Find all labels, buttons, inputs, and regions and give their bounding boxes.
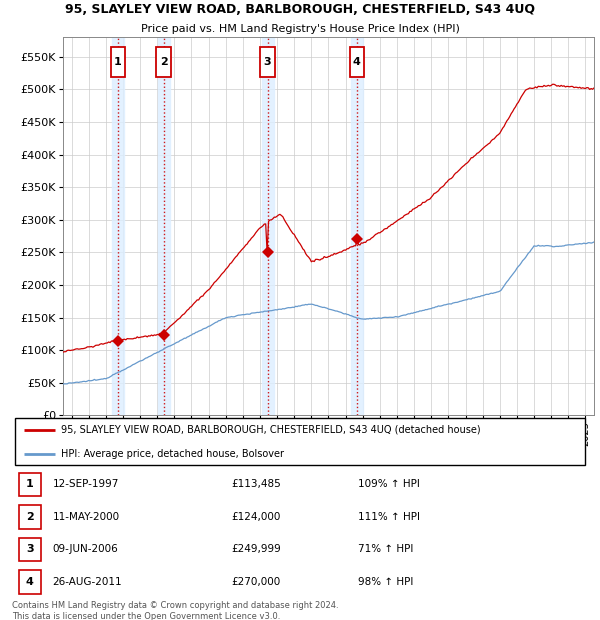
- Text: 1: 1: [114, 57, 122, 67]
- Text: HPI: Average price, detached house, Bolsover: HPI: Average price, detached house, Bols…: [61, 449, 284, 459]
- FancyBboxPatch shape: [157, 46, 171, 77]
- Text: 3: 3: [26, 544, 34, 554]
- FancyBboxPatch shape: [260, 46, 275, 77]
- FancyBboxPatch shape: [19, 538, 41, 561]
- Text: 4: 4: [26, 577, 34, 587]
- Text: £249,999: £249,999: [231, 544, 281, 554]
- Text: 98% ↑ HPI: 98% ↑ HPI: [358, 577, 413, 587]
- FancyBboxPatch shape: [19, 570, 41, 594]
- Text: 26-AUG-2011: 26-AUG-2011: [52, 577, 122, 587]
- Text: 4: 4: [353, 57, 361, 67]
- Text: 95, SLAYLEY VIEW ROAD, BARLBOROUGH, CHESTERFIELD, S43 4UQ: 95, SLAYLEY VIEW ROAD, BARLBOROUGH, CHES…: [65, 3, 535, 16]
- Text: 12-SEP-1997: 12-SEP-1997: [52, 479, 119, 489]
- Text: £124,000: £124,000: [231, 512, 280, 522]
- Text: Price paid vs. HM Land Registry's House Price Index (HPI): Price paid vs. HM Land Registry's House …: [140, 24, 460, 33]
- Text: 95, SLAYLEY VIEW ROAD, BARLBOROUGH, CHESTERFIELD, S43 4UQ (detached house): 95, SLAYLEY VIEW ROAD, BARLBOROUGH, CHES…: [61, 425, 481, 435]
- FancyBboxPatch shape: [19, 505, 41, 529]
- FancyBboxPatch shape: [110, 46, 125, 77]
- Bar: [262, 37, 274, 415]
- Bar: [351, 37, 363, 415]
- FancyBboxPatch shape: [350, 46, 364, 77]
- FancyBboxPatch shape: [19, 472, 41, 496]
- Text: 2: 2: [26, 512, 34, 522]
- Text: 2: 2: [160, 57, 167, 67]
- Text: £113,485: £113,485: [231, 479, 281, 489]
- Text: 109% ↑ HPI: 109% ↑ HPI: [358, 479, 419, 489]
- Text: 1: 1: [26, 479, 34, 489]
- Text: 71% ↑ HPI: 71% ↑ HPI: [358, 544, 413, 554]
- Bar: [112, 37, 124, 415]
- Text: 3: 3: [264, 57, 271, 67]
- Bar: [158, 37, 170, 415]
- Text: £270,000: £270,000: [231, 577, 280, 587]
- Text: 11-MAY-2000: 11-MAY-2000: [52, 512, 119, 522]
- Text: Contains HM Land Registry data © Crown copyright and database right 2024.
This d: Contains HM Land Registry data © Crown c…: [12, 601, 338, 620]
- Text: 111% ↑ HPI: 111% ↑ HPI: [358, 512, 419, 522]
- Text: 09-JUN-2006: 09-JUN-2006: [52, 544, 118, 554]
